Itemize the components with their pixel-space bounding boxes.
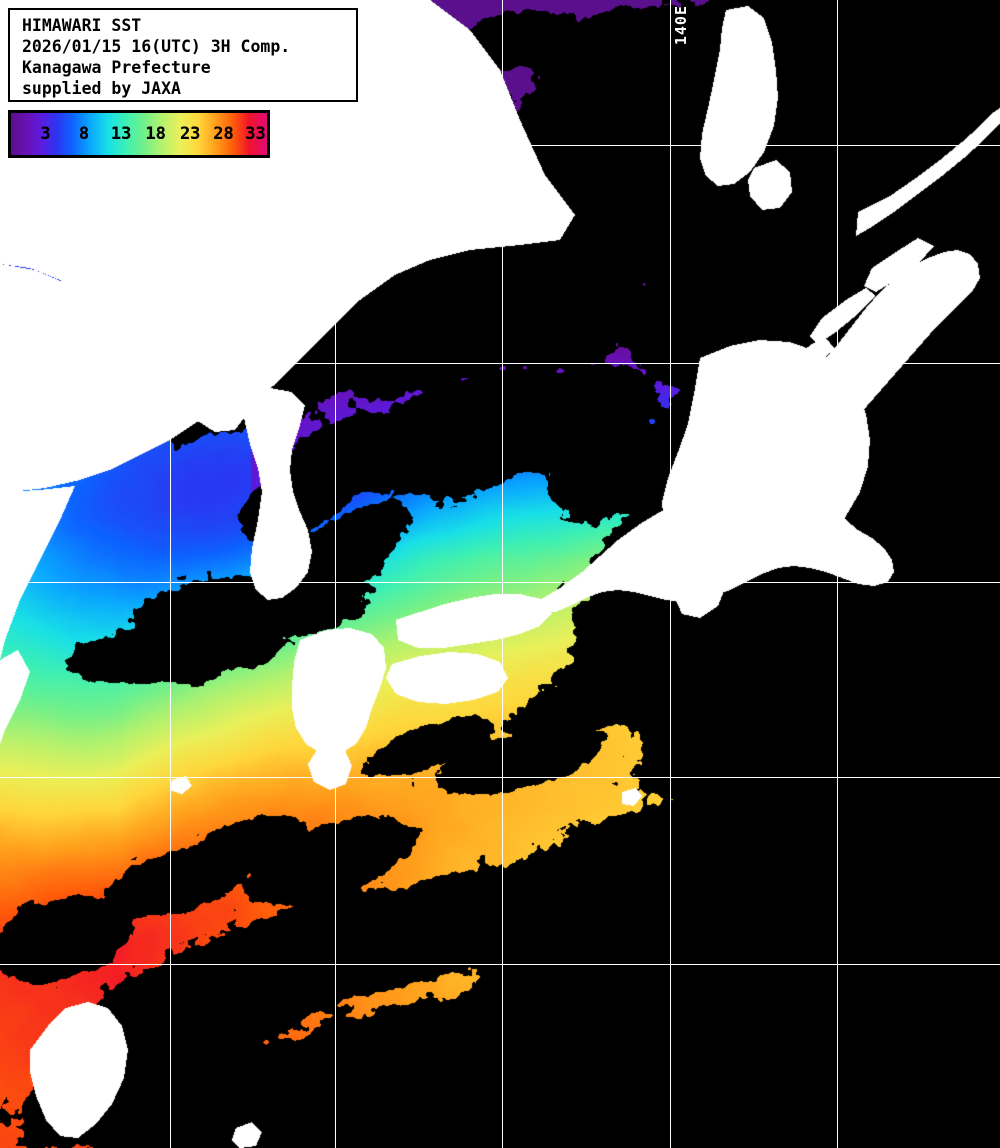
title-line-product: HIMAWARI SST: [22, 16, 142, 35]
colorbar-gradient: [11, 113, 267, 155]
gridline-parallel: [0, 582, 1000, 583]
colorbar-tick-8: 8: [78, 124, 90, 144]
colorbar-tick-23: 23: [179, 124, 201, 144]
gridline-meridian: [335, 0, 336, 1148]
title-line-datetime: 2026/01/15 16(UTC) 3H Comp.: [22, 37, 291, 56]
gridline-parallel: [0, 964, 1000, 965]
colorbar-tick-33: 33: [245, 124, 266, 144]
title-box: HIMAWARI SST 2026/01/15 16(UTC) 3H Comp.…: [8, 8, 358, 102]
colorbar-tick-labels: 3 8 13 18 23 28 33: [11, 113, 267, 155]
title-line-credit: supplied by JAXA: [22, 79, 181, 98]
title-line-region: Kanagawa Prefecture: [22, 58, 211, 77]
gridline-meridian: [170, 0, 171, 1148]
colorbar-tick-18: 18: [145, 124, 166, 144]
colorbar: 3 8 13 18 23 28 33: [8, 110, 270, 158]
lat-40N: 40N: [2, 352, 33, 370]
gridline-meridian: [670, 0, 671, 1148]
gridline-meridian: [502, 0, 503, 1148]
gridline-parallel: [0, 363, 1000, 364]
gridline-meridian: [837, 0, 838, 1148]
gridline-parallel: [0, 145, 1000, 146]
lon-140E: 140E: [672, 5, 690, 46]
colorbar-tick-28: 28: [213, 124, 234, 144]
gridline-parallel: [0, 777, 1000, 778]
colorbar-tick-3: 3: [40, 124, 51, 144]
colorbar-tick-13: 13: [110, 124, 132, 144]
